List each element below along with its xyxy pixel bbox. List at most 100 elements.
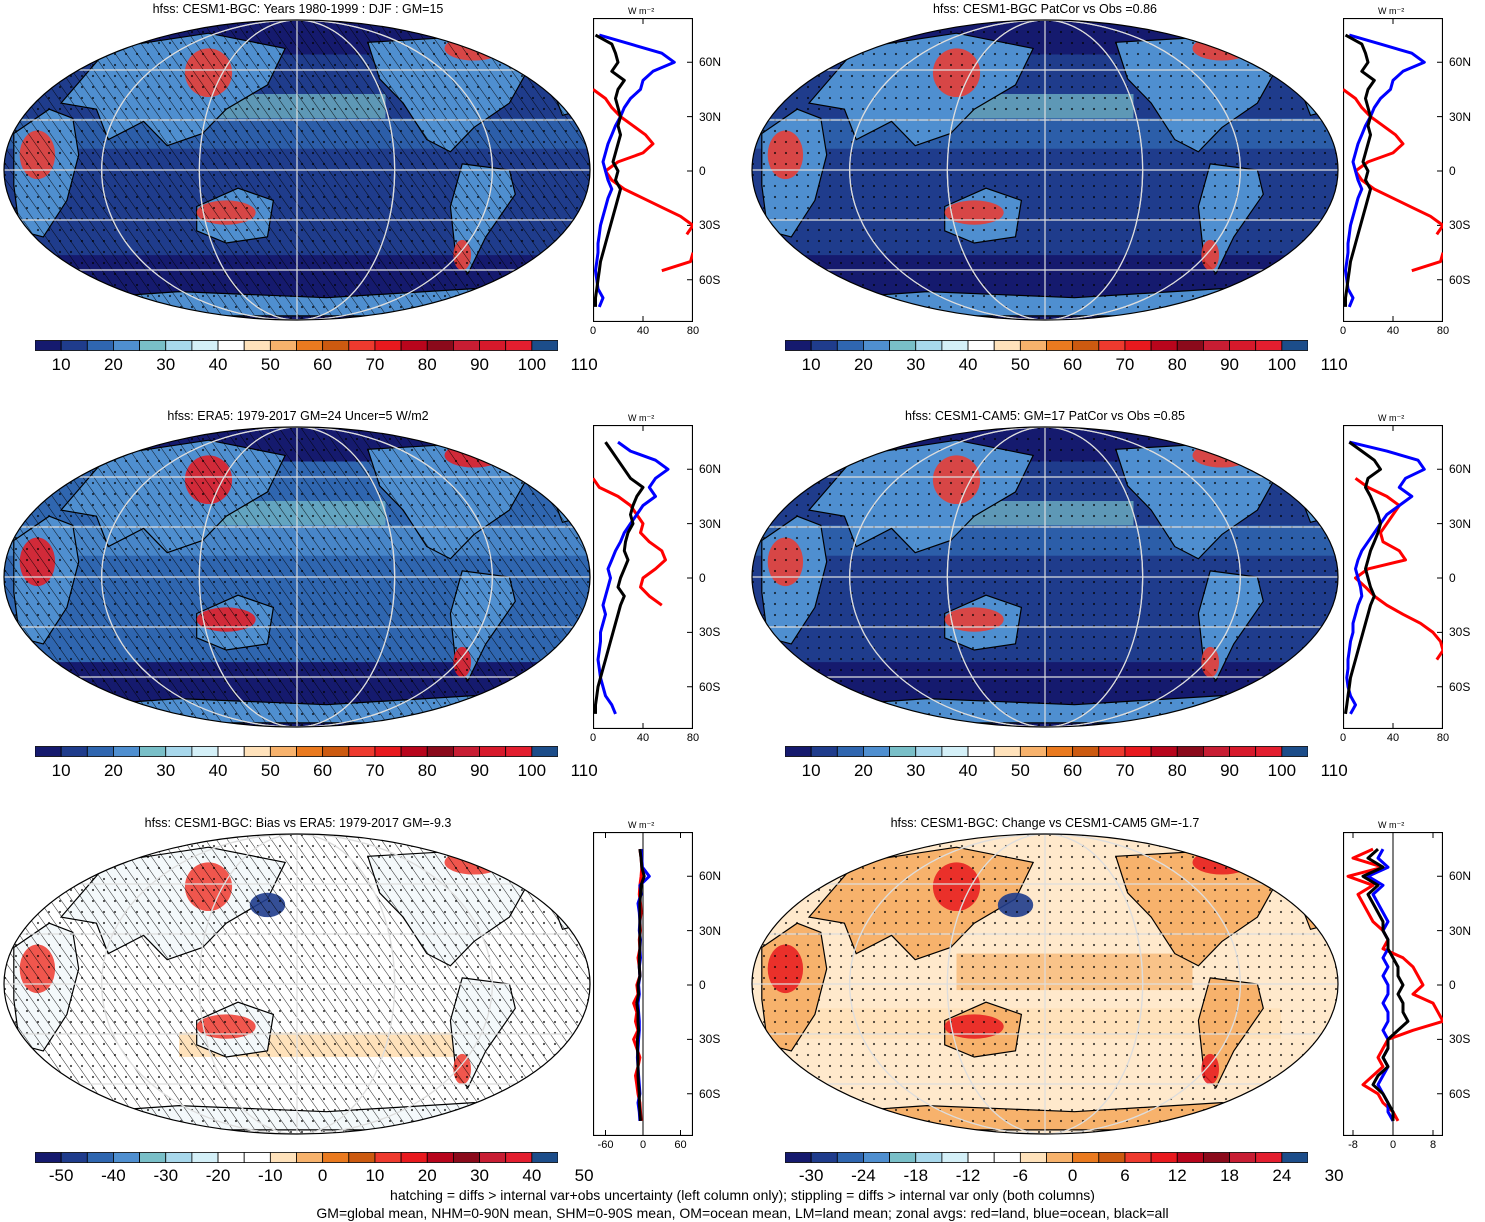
- colorbar-label: 70: [1115, 761, 1135, 780]
- colorbar-swatch: [217, 1152, 245, 1163]
- panel-title: hfss: CESM1-BGC: Change vs CESM1-CAM5 GM…: [890, 816, 1200, 830]
- colorbar-swatch: [479, 746, 507, 757]
- zonal-frame: [1343, 425, 1443, 729]
- colorbar-swatch: [1150, 1152, 1178, 1163]
- colorbar-swatch: [269, 340, 297, 351]
- zonal-series-1: [1366, 848, 1395, 1122]
- colorbar: [35, 340, 558, 351]
- lat-label: 30S: [699, 625, 721, 640]
- zonal-x-tick-label: -8: [1348, 1139, 1358, 1151]
- colorbar-swatch: [348, 746, 376, 757]
- lat-label: 30S: [1449, 1032, 1471, 1047]
- colorbar-labels: -30 -24 -18 -12 -6 0 6 12 18 24 30: [785, 1166, 1344, 1188]
- graticule: [4, 834, 590, 1134]
- colorbar-swatch: [785, 746, 812, 757]
- colorbar-label: 10: [51, 355, 71, 374]
- colorbar-label: 60: [313, 355, 333, 374]
- lat-label: 60S: [699, 272, 721, 287]
- meridian: [101, 20, 493, 320]
- colorbar-label: 50: [260, 355, 280, 374]
- colorbar-swatch: [505, 746, 533, 757]
- colorbar-label: 90: [1220, 355, 1240, 374]
- colorbar-label: 30: [470, 1166, 490, 1185]
- colorbar: [785, 746, 1308, 757]
- zonal-frame: [1343, 18, 1443, 322]
- colorbar-label: 50: [260, 761, 280, 780]
- colorbar-swatch: [889, 1152, 917, 1163]
- colorbar-swatch: [505, 1152, 533, 1163]
- colorbar-swatch: [941, 340, 969, 351]
- colorbar-swatch: [165, 340, 193, 351]
- meridian: [946, 427, 1144, 727]
- colorbar-swatch: [322, 1152, 350, 1163]
- colorbar-swatch: [967, 1152, 995, 1163]
- colorbar-swatch: [993, 340, 1021, 351]
- zonal-x-tick-label: -60: [597, 1139, 614, 1151]
- meridian: [101, 834, 493, 1134]
- hotspot-4: [556, 443, 581, 480]
- zonal-x-tick-label: 40: [636, 732, 650, 744]
- lat-label: 0: [699, 978, 706, 992]
- colorbar-swatch: [217, 746, 245, 757]
- map-outline: [3, 426, 591, 728]
- colorbar-swatch: [1281, 746, 1308, 757]
- colorbar-swatch: [1176, 340, 1204, 351]
- lat-label: 60N: [1449, 869, 1472, 884]
- colorbar-swatch: [941, 746, 969, 757]
- colorbar-swatch: [941, 1152, 969, 1163]
- colorbar-swatch: [1281, 1152, 1308, 1163]
- colorbar-label: 20: [103, 761, 123, 780]
- map-field: [752, 834, 1338, 1134]
- lat-label: 0: [1449, 978, 1456, 992]
- colorbar-label: -10: [258, 1166, 283, 1185]
- colorbar-swatch: [889, 746, 917, 757]
- colorbar-swatch: [1150, 746, 1178, 757]
- lat-label: 30N: [699, 923, 722, 938]
- colorbar-label: 40: [208, 355, 228, 374]
- meridian: [198, 834, 396, 1134]
- meridian: [849, 834, 1241, 1134]
- graticule: [752, 834, 1338, 1134]
- colorbar-swatch: [785, 340, 812, 351]
- colorbar-swatch: [139, 746, 167, 757]
- colorbar-swatch: [269, 746, 297, 757]
- panel-title: hfss: ERA5: 1979-2017 GM=24 Uncer=5 W/m2: [167, 409, 429, 423]
- lat-label: 60N: [1449, 55, 1472, 70]
- colorbar-swatch: [243, 1152, 271, 1163]
- colorbar-labels: 10 20 30 40 50 60 70 80 90 100 110: [35, 355, 598, 377]
- colorbar-swatch: [836, 1152, 864, 1163]
- colorbar: [35, 1152, 558, 1163]
- colorbar-swatch: [915, 1152, 943, 1163]
- colorbar-swatch: [348, 340, 376, 351]
- hotspot-4: [1304, 36, 1329, 73]
- graticule: [752, 20, 1338, 320]
- zonal-series-2: [594, 33, 626, 307]
- map-outline: [751, 19, 1339, 321]
- colorbar-swatch: [191, 746, 219, 757]
- zonal-series-1: [1344, 33, 1426, 308]
- hotspot-4: [1304, 850, 1329, 887]
- zonal-units-label: W m⁻²: [1378, 413, 1405, 423]
- colorbar-label: 90: [470, 355, 490, 374]
- map-field: [4, 834, 590, 1134]
- zonal-series-2: [594, 441, 645, 714]
- meridian: [198, 20, 396, 320]
- colorbar-label: 110: [1320, 761, 1348, 780]
- colorbar-swatch: [1098, 340, 1126, 351]
- zonal-series-0: [593, 88, 693, 273]
- lat-label: 30S: [1449, 218, 1471, 233]
- hotspot-4: [1304, 443, 1329, 480]
- lat-label: 60N: [699, 462, 722, 477]
- zonal-series-2: [1361, 847, 1410, 1121]
- colorbar-label: 18: [1220, 1166, 1240, 1185]
- colorbar-label: 100: [1267, 355, 1297, 374]
- colorbar-label: 6: [1120, 1166, 1130, 1185]
- colorbar-labels: 10 20 30 40 50 60 70 80 90 100 110: [785, 761, 1348, 783]
- zonal-series-1: [594, 33, 676, 308]
- colorbar-swatch: [1281, 340, 1308, 351]
- colorbar-label: 10: [51, 761, 71, 780]
- colorbar-swatch: [1202, 1152, 1230, 1163]
- colorbar-label: 0: [1067, 1166, 1078, 1185]
- colorbar-swatch: [400, 340, 428, 351]
- colorbar-label: 70: [365, 355, 385, 374]
